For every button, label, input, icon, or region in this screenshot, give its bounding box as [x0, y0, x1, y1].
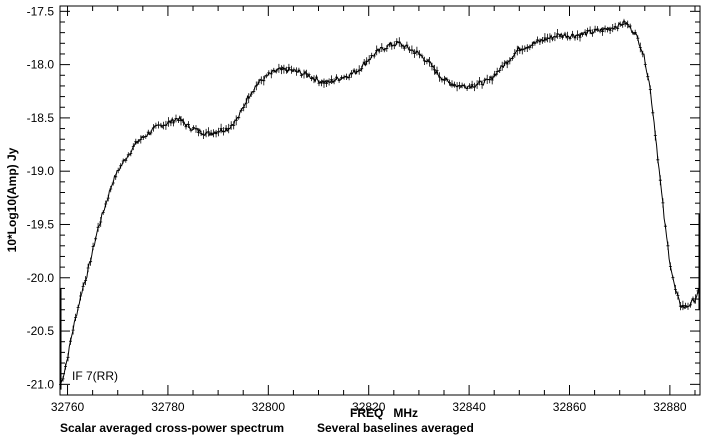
- y-tick-label: -19.5: [27, 217, 55, 231]
- error-bars: [60, 20, 699, 389]
- axis-tick-labels: 32760 32780 32800 32820 32840 32860 32880 -17.5…: [27, 4, 687, 414]
- series-layer: [59, 18, 700, 390]
- y-tick-label: -18.5: [27, 111, 55, 125]
- if-annotation: IF 7(RR): [72, 369, 118, 383]
- y-tick-label: -21.0: [27, 377, 55, 391]
- x-tick-label: 32780: [151, 400, 185, 414]
- x-tick-label: 32860: [553, 400, 587, 414]
- x-tick-label: 32800: [252, 400, 286, 414]
- data-markers: [59, 23, 700, 385]
- subtitle-left: Scalar averaged cross-power spectrum: [60, 421, 285, 435]
- y-tick-label: -18.0: [27, 58, 55, 72]
- x-tick-label: 32820: [352, 400, 386, 414]
- x-tick-label: 32880: [653, 400, 687, 414]
- plot-frame: [59, 5, 701, 396]
- y-axis-label: 10*Log10(Amp) Jy: [5, 147, 19, 252]
- y-tick-label: -20.0: [27, 271, 55, 285]
- x-tick-label: 32840: [452, 400, 486, 414]
- subtitle-right: Several baselines averaged: [317, 421, 474, 435]
- x-axis-label: FREQ MHz: [350, 406, 418, 420]
- y-tick-label: -20.5: [27, 324, 55, 338]
- y-tick-label: -17.5: [27, 4, 55, 18]
- axis-ticks: [60, 6, 700, 396]
- x-tick-label: 32760: [51, 400, 85, 414]
- y-tick-label: -19.0: [27, 164, 55, 178]
- spectrum-line: [60, 18, 700, 385]
